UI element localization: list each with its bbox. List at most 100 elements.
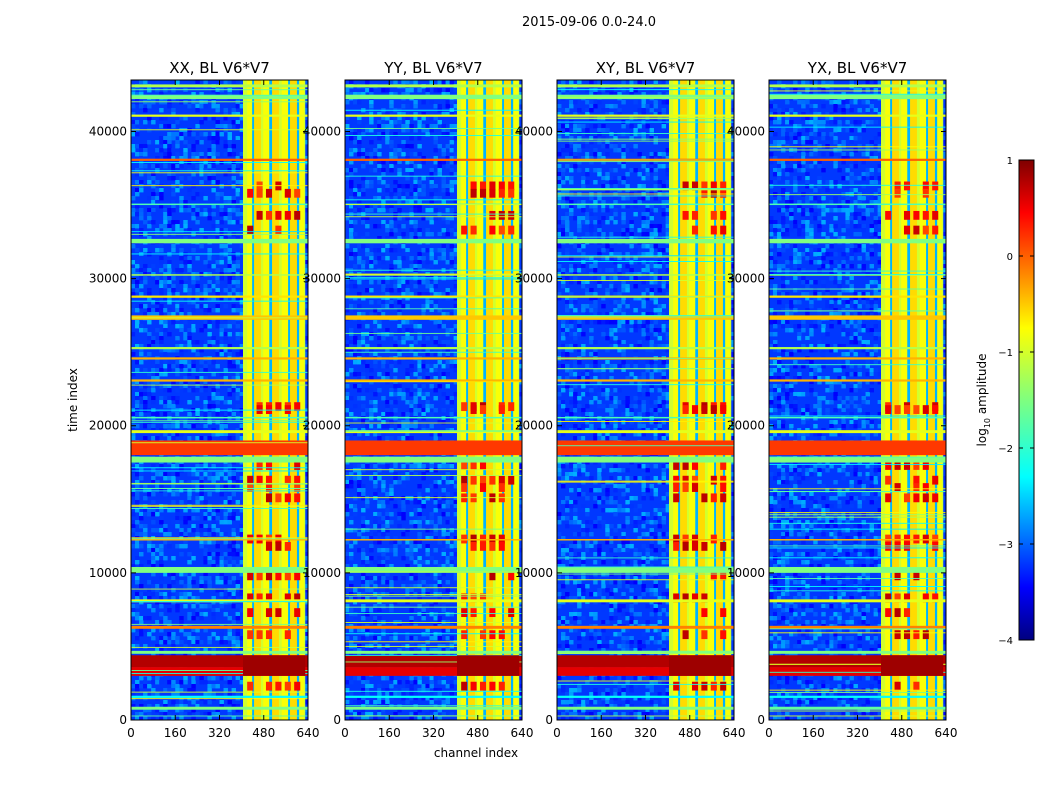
- time-line: [131, 89, 308, 91]
- noise-cell: [195, 464, 200, 469]
- noise-cell: [215, 580, 220, 585]
- noise-cell: [401, 184, 406, 189]
- noise-cell: [195, 108, 200, 113]
- noise-cell: [373, 112, 378, 117]
- rfi-blob: [294, 461, 301, 470]
- noise-cell: [207, 148, 212, 153]
- rfi-stripe: [281, 80, 289, 720]
- noise-cell: [187, 468, 192, 473]
- noise-cell: [215, 516, 220, 521]
- noise-cell: [171, 188, 176, 193]
- noise-cell: [361, 492, 366, 497]
- noise-cell: [163, 432, 168, 437]
- noise-cell: [421, 684, 426, 689]
- noise-cell: [409, 160, 414, 165]
- noise-cell: [195, 208, 200, 213]
- noise-cell: [417, 524, 422, 529]
- noise-cell: [215, 292, 220, 297]
- noise-cell: [159, 520, 164, 525]
- noise-cell: [365, 180, 370, 185]
- noise-cell: [377, 500, 382, 505]
- noise-cell: [303, 196, 308, 201]
- rfi-blob: [256, 210, 263, 220]
- noise-cell: [159, 648, 164, 653]
- noise-cell: [369, 300, 374, 305]
- time-line: [131, 231, 308, 233]
- noise-cell: [207, 636, 212, 641]
- noise-cell: [135, 596, 140, 601]
- noise-cell: [131, 88, 136, 93]
- noise-cell: [361, 188, 366, 193]
- noise-cell: [397, 340, 402, 345]
- noise-cell: [151, 340, 156, 345]
- noise-cell: [191, 640, 196, 645]
- noise-cell: [373, 224, 378, 229]
- noise-cell: [385, 184, 390, 189]
- noise-cell: [163, 476, 168, 481]
- noise-cell: [159, 124, 164, 129]
- noise-cell: [187, 340, 192, 345]
- noise-cell: [357, 352, 362, 357]
- noise-cell: [421, 616, 426, 621]
- noise-cell: [151, 608, 156, 613]
- time-line: [131, 673, 308, 675]
- noise-cell: [215, 400, 220, 405]
- noise-cell: [345, 680, 350, 685]
- noise-cell: [155, 200, 160, 205]
- noise-cell: [373, 260, 378, 265]
- noise-cell: [401, 320, 406, 325]
- noise-cell: [211, 164, 216, 169]
- panel-1: XX, BL V6*V70 160 320 480 640010000200003000…: [89, 59, 320, 740]
- noise-cell: [357, 292, 362, 297]
- noise-cell: [179, 620, 184, 625]
- noise-cell: [207, 436, 212, 441]
- noise-cell: [135, 632, 140, 637]
- noise-cell: [155, 312, 160, 317]
- noise-cell: [369, 100, 374, 105]
- noise-cell: [417, 136, 422, 141]
- noise-cell: [187, 472, 192, 477]
- noise-cell: [365, 128, 370, 133]
- noise-cell: [377, 336, 382, 341]
- noise-cell: [345, 208, 350, 213]
- noise-cell: [195, 396, 200, 401]
- noise-cell: [195, 236, 200, 241]
- noise-cell: [191, 340, 196, 345]
- noise-cell: [239, 596, 245, 601]
- noise-cell: [183, 380, 188, 385]
- noise-cell: [155, 488, 160, 493]
- noise-cell: [151, 400, 156, 405]
- noise-cell: [429, 604, 434, 609]
- noise-cell: [187, 292, 192, 297]
- noise-cell: [389, 92, 394, 97]
- noise-cell: [393, 368, 398, 373]
- noise-cell: [429, 432, 434, 437]
- noise-cell: [369, 180, 374, 185]
- noise-cell: [231, 620, 236, 625]
- time-line: [131, 185, 308, 187]
- noise-cell: [219, 556, 224, 561]
- noise-cell: [227, 580, 232, 585]
- noise-cell: [373, 408, 378, 413]
- noise-cell: [417, 516, 422, 521]
- noise-cell: [159, 712, 164, 717]
- noise-cell: [381, 248, 386, 253]
- noise-cell: [409, 520, 414, 525]
- noise-cell: [167, 208, 172, 213]
- noise-cell: [393, 188, 398, 193]
- noise-cell: [397, 148, 402, 153]
- noise-cell: [219, 564, 224, 569]
- noise-cell: [183, 688, 188, 693]
- noise-cell: [227, 360, 232, 365]
- noise-cell: [227, 480, 232, 485]
- noise-cell: [429, 204, 434, 209]
- noise-cell: [219, 352, 224, 357]
- noise-cell: [135, 636, 140, 641]
- noise-cell: [183, 676, 188, 681]
- noise-cell: [303, 352, 308, 357]
- noise-cell: [405, 252, 410, 257]
- noise-cell: [405, 144, 410, 149]
- noise-cell: [409, 432, 414, 437]
- noise-cell: [377, 488, 382, 493]
- noise-cell: [235, 564, 241, 569]
